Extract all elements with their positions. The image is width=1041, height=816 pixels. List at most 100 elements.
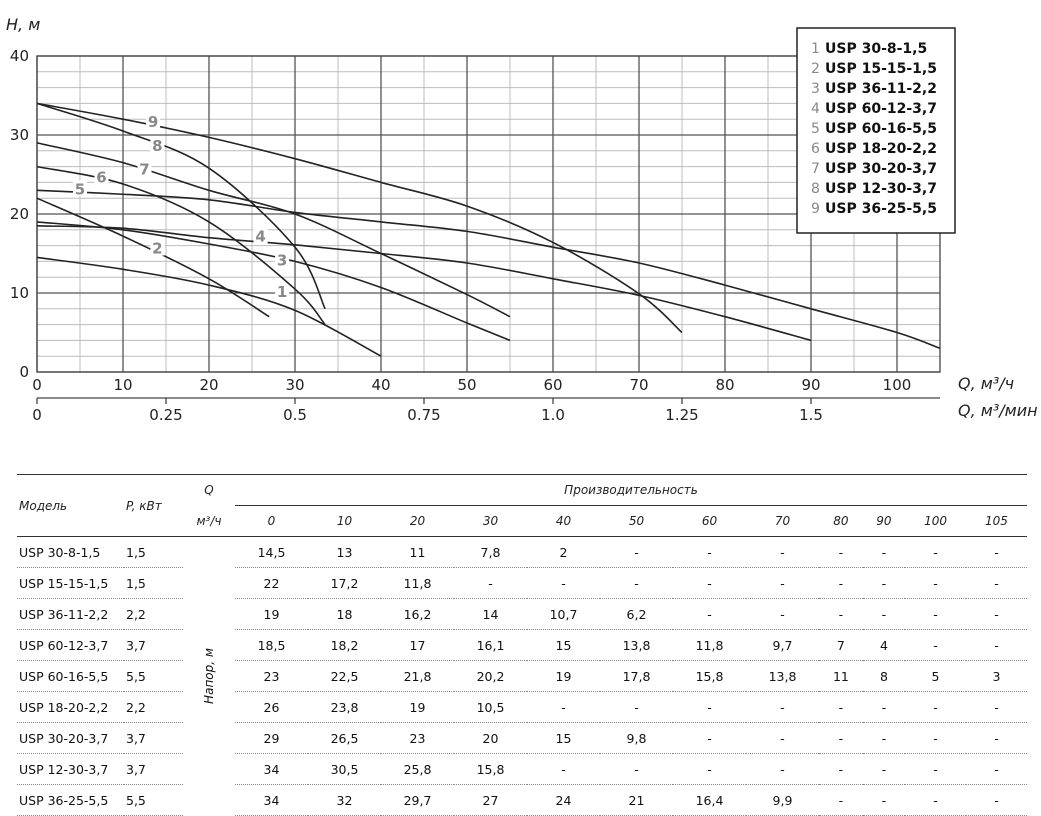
cell-value: - xyxy=(819,691,863,723)
cell-power: 2,2 xyxy=(124,691,183,723)
header-flow: 30 xyxy=(454,505,527,537)
cell-value: 16,1 xyxy=(454,629,527,661)
cell-value: 11 xyxy=(819,660,863,692)
y-tick-label: 0 xyxy=(19,363,29,381)
cell-value: 15,8 xyxy=(673,660,746,692)
table-row: USP 36-25-5,5 5,5 34 32 29,7 27 24 21 16,4 9,9- - -… xyxy=(17,784,1027,816)
major-grid xyxy=(36,55,941,373)
y-tick-label: 40 xyxy=(10,47,29,65)
legend-number-7: 7 xyxy=(811,161,820,177)
legend-entry-8: USP 12-30-3,7 xyxy=(825,181,937,197)
curve-label-bg-9 xyxy=(146,113,161,130)
curve-label-9: 9 xyxy=(148,113,158,131)
cell-power: 3,7 xyxy=(124,753,183,785)
x-tick-label: 40 xyxy=(371,376,390,394)
cell-model: USP 36-25-5,5 xyxy=(17,784,124,816)
cell-value: 26,5 xyxy=(308,722,381,754)
table-row: USP 12-30-3,7 3,7 34 30,5 25,8 15,8- - - - - - - - xyxy=(17,753,1027,785)
cell-value: 18,5 xyxy=(235,629,308,661)
cell-power: 3,7 xyxy=(124,722,183,754)
legend-entry-3: USP 36-11-2,2 xyxy=(825,81,937,97)
performance-table: Модель P, кВт Q Производительность м³/ч … xyxy=(17,474,1027,816)
cell-value: - xyxy=(965,629,1027,661)
table-body: USP 30-8-1,5 1,5 Напор, м 14,5 13 11 7,8 2- - - - -… xyxy=(17,536,1027,816)
cell-value: - xyxy=(746,722,819,754)
cell-value: - xyxy=(673,567,746,599)
cell-value: - xyxy=(527,567,600,599)
minor-grid xyxy=(37,56,940,372)
curve-label-1: 1 xyxy=(277,283,287,301)
cell-value: - xyxy=(600,567,673,599)
cell-value: - xyxy=(600,536,673,568)
cell-value: 14 xyxy=(454,598,527,630)
header-flow: 60 xyxy=(673,505,746,537)
cell-value: - xyxy=(819,598,863,630)
legend-entry-1: USP 30-8-1,5 xyxy=(825,41,927,57)
cell-value: 32 xyxy=(308,784,381,816)
cell-model: USP 36-11-2,2 xyxy=(17,598,124,630)
cell-value: - xyxy=(965,784,1027,816)
header-flow: 40 xyxy=(527,505,600,537)
cell-value: 9,9 xyxy=(746,784,819,816)
cell-value: - xyxy=(746,691,819,723)
cell-value: 14,5 xyxy=(235,536,308,568)
cell-value: 11,8 xyxy=(673,629,746,661)
cell-value: 19 xyxy=(235,598,308,630)
curve-8 xyxy=(36,102,326,310)
curve-5 xyxy=(36,189,941,350)
x2-axis-label: Q, м³/мин xyxy=(958,401,1038,420)
curve-6 xyxy=(36,165,326,326)
cell-value: - xyxy=(673,753,746,785)
legend-number-1: 1 xyxy=(811,41,820,57)
table-row: USP 36-11-2,2 2,2 19 18 16,2 14 10,7 6,2- - - - - - xyxy=(17,598,1027,630)
legend-number-8: 8 xyxy=(811,181,820,197)
cell-value: - xyxy=(905,722,966,754)
cell-value: - xyxy=(819,784,863,816)
cell-value: 23 xyxy=(235,660,308,692)
y-tick-label: 30 xyxy=(10,126,29,144)
cell-power: 2,2 xyxy=(124,598,183,630)
header-flow: 50 xyxy=(600,505,673,537)
curve-label-8: 8 xyxy=(152,137,162,155)
table-header-row: Модель P, кВт Q Производительность xyxy=(17,474,1027,537)
legend-number-6: 6 xyxy=(811,141,820,157)
cell-value: 20,2 xyxy=(454,660,527,692)
tick-labels: 0 10 20 30 40 0 10 20 30 40 50 60 70 80 90 100 0 0.25 0.5 0… xyxy=(10,47,940,424)
header-flow: 10 xyxy=(308,505,381,537)
cell-value: - xyxy=(673,691,746,723)
cell-value: - xyxy=(905,784,966,816)
x2-tick-label: 1.0 xyxy=(541,406,565,424)
header-group: Производительность xyxy=(235,474,1027,506)
x-tick-label: 20 xyxy=(199,376,218,394)
cell-value: 19 xyxy=(527,660,600,692)
cell-value: 15 xyxy=(527,629,600,661)
cell-value: 9,8 xyxy=(600,722,673,754)
cell-model: USP 15-15-1,5 xyxy=(17,567,124,599)
curve-label-5: 5 xyxy=(75,180,85,198)
x2-tick-label: 0.5 xyxy=(283,406,307,424)
cell-value: - xyxy=(746,567,819,599)
table-row: USP 30-20-3,7 3,7 29 26,5 23 20 15 9,8- - - - - - xyxy=(17,722,1027,754)
cell-value: - xyxy=(905,598,966,630)
cell-value: 5 xyxy=(905,660,966,692)
cell-value: 29,7 xyxy=(381,784,454,816)
cell-value: 18,2 xyxy=(308,629,381,661)
cell-value: 25,8 xyxy=(381,753,454,785)
cell-value: 23,8 xyxy=(308,691,381,723)
legend-entry-9: USP 36-25-5,5 xyxy=(825,201,937,217)
curve-7 xyxy=(36,142,511,318)
cell-value: - xyxy=(527,753,600,785)
cell-model: USP 60-16-5,5 xyxy=(17,660,124,692)
head-label-cell: Напор, м xyxy=(183,537,235,816)
cell-value: - xyxy=(673,536,746,568)
legend-entry-4: USP 60-12-3,7 xyxy=(825,101,937,117)
header-model: Модель xyxy=(17,474,124,537)
legend: 1 USP 30-8-1,5 2 USP 15-15-1,5 3 USP 36-11-2,… xyxy=(796,27,956,234)
cell-value: - xyxy=(905,567,966,599)
curve-4 xyxy=(36,225,812,342)
legend-number-3: 3 xyxy=(811,81,820,97)
header-flow: 80 xyxy=(819,505,863,537)
cell-model: USP 12-30-3,7 xyxy=(17,753,124,785)
cell-value: 15 xyxy=(527,722,600,754)
